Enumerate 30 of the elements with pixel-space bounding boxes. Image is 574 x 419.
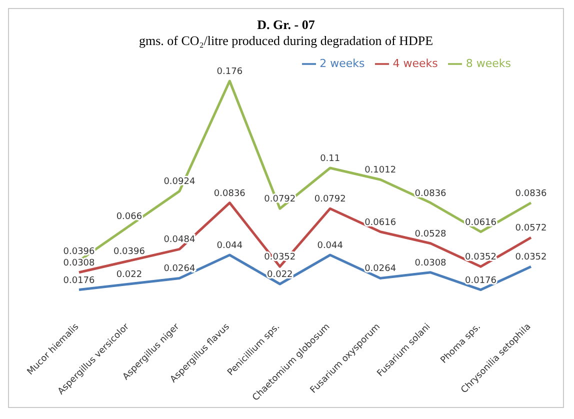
data-label: 0.1012 xyxy=(364,166,396,176)
data-label: 0.0352 xyxy=(515,252,547,263)
data-label: 0.0528 xyxy=(414,229,447,240)
data-label: 0.0308 xyxy=(63,258,96,268)
data-label: 0.0176 xyxy=(63,276,96,286)
data-label: 0.0264 xyxy=(364,264,396,274)
chart-title: D. Gr. - 07 xyxy=(256,17,316,33)
legend-label: 8 weeks xyxy=(466,57,511,70)
legend-label: 4 weeks xyxy=(392,57,438,70)
data-label: 0.022 xyxy=(267,270,293,280)
data-label: 0.044 xyxy=(317,241,344,251)
data-label: 0.0836 xyxy=(214,188,246,199)
data-label: 0.0616 xyxy=(465,218,497,228)
data-label: 0.044 xyxy=(216,241,243,251)
data-label: 0.0352 xyxy=(465,252,497,263)
data-label: 0.0792 xyxy=(314,194,346,205)
data-label: 0.11 xyxy=(320,154,340,164)
data-label: 0.066 xyxy=(116,212,142,222)
data-label: 0.0264 xyxy=(164,264,196,274)
data-label: 0.0616 xyxy=(364,218,396,228)
data-label: 0.0308 xyxy=(414,258,447,268)
data-label: 0.0176 xyxy=(465,276,497,286)
data-label: 0.0396 xyxy=(113,246,146,257)
data-label: 0.176 xyxy=(216,67,243,77)
data-label: 0.0836 xyxy=(414,188,447,199)
data-label: 0.0836 xyxy=(515,188,548,199)
data-label: 0.0572 xyxy=(515,224,547,234)
legend-label: 2 weeks xyxy=(320,57,365,70)
chart-subtitle: gms. of CO₂/litre produced during degradation of HDPE xyxy=(138,33,434,49)
data-label: 0.022 xyxy=(116,270,142,280)
